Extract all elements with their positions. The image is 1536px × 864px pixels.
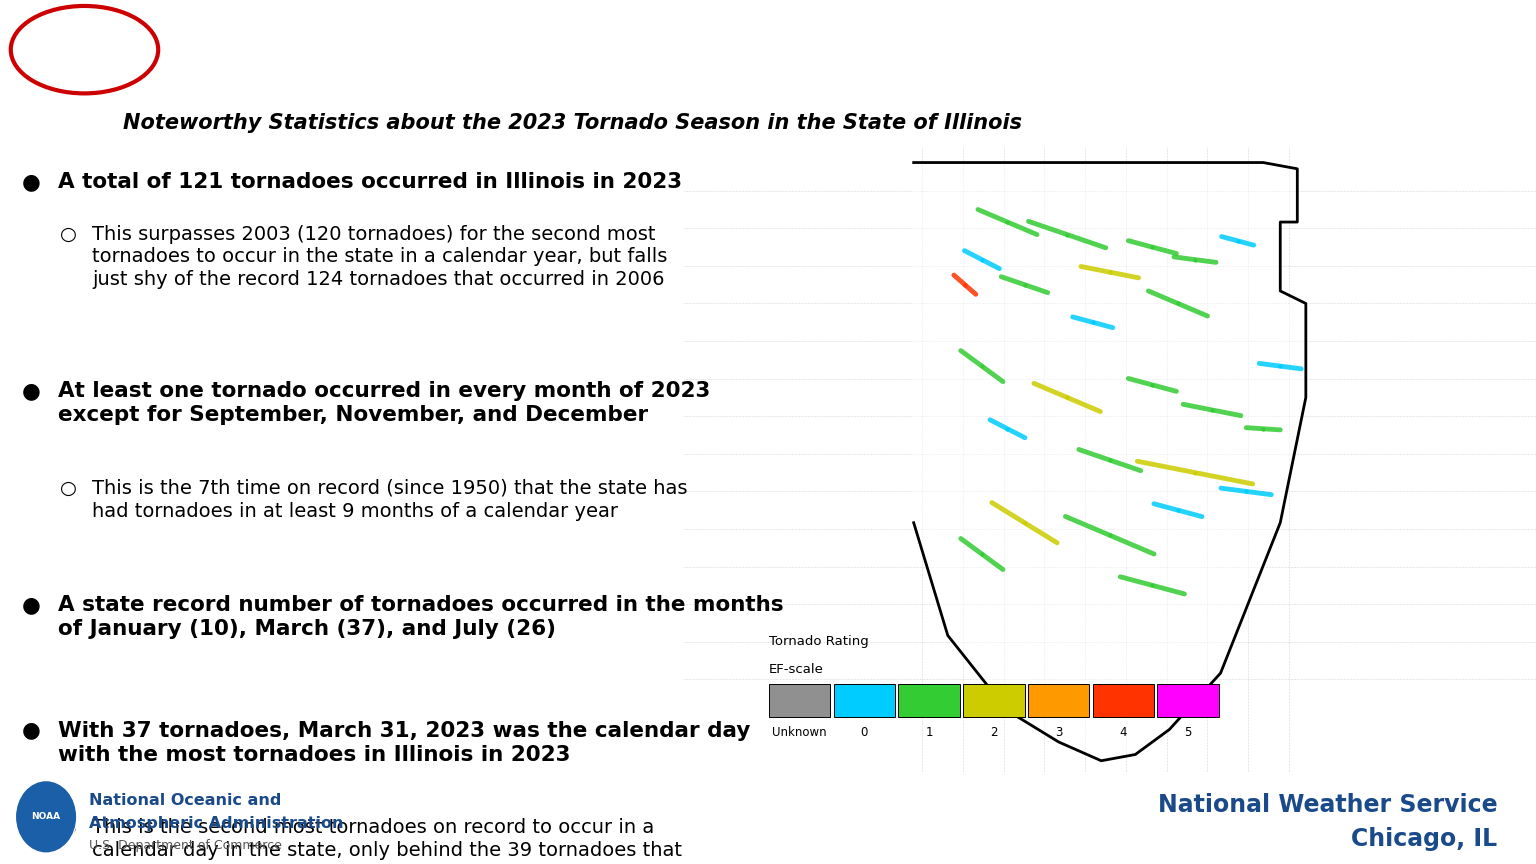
- Bar: [899, 684, 960, 717]
- Text: 2: 2: [991, 727, 997, 740]
- Text: U.S. Department of Commerce: U.S. Department of Commerce: [89, 839, 283, 853]
- Text: ○: ○: [60, 225, 77, 244]
- Polygon shape: [914, 162, 1306, 761]
- Text: This is the 7th time on record (since 1950) that the state has
had tornadoes in : This is the 7th time on record (since 19…: [92, 479, 688, 521]
- Text: This surpasses 2003 (120 tornadoes) for the second most
tornadoes to occur in th: This surpasses 2003 (120 tornadoes) for …: [92, 225, 668, 289]
- Text: 2023 Tornado Stats: 2023 Tornado Stats: [131, 13, 952, 86]
- Text: ●: ●: [22, 721, 40, 740]
- Text: National Weather Service: National Weather Service: [1158, 793, 1498, 817]
- Text: Tornado Rating: Tornado Rating: [768, 635, 868, 648]
- Text: ○: ○: [60, 479, 77, 498]
- Text: 1: 1: [925, 727, 932, 740]
- Bar: [1158, 684, 1220, 717]
- Text: Noteworthy Statistics about the 2023 Tornado Season in the State of Illinois: Noteworthy Statistics about the 2023 Tor…: [123, 113, 1021, 133]
- Text: EF-scale: EF-scale: [768, 664, 823, 677]
- Text: ○: ○: [60, 818, 77, 837]
- Text: This is the second most tornadoes on record to occur in a
calendar day in the st: This is the second most tornadoes on rec…: [92, 818, 682, 864]
- Text: Chicago, IL: Chicago, IL: [1352, 827, 1498, 850]
- Text: Atmospheric Administration: Atmospheric Administration: [89, 816, 344, 830]
- Text: With 37 tornadoes, March 31, 2023 was the calendar day
with the most tornadoes i: With 37 tornadoes, March 31, 2023 was th…: [58, 721, 751, 765]
- Text: 5: 5: [1184, 727, 1192, 740]
- Text: A total of 121 tornadoes occurred in Illinois in 2023: A total of 121 tornadoes occurred in Ill…: [58, 172, 682, 192]
- Bar: [768, 684, 829, 717]
- Text: At least one tornado occurred in every month of 2023
except for September, Novem: At least one tornado occurred in every m…: [58, 381, 711, 425]
- Text: National Oceanic and: National Oceanic and: [89, 793, 281, 808]
- Text: 4: 4: [1120, 727, 1127, 740]
- Text: NOAA: NOAA: [32, 812, 60, 822]
- Text: ●: ●: [22, 381, 40, 401]
- Text: Unknown: Unknown: [773, 727, 826, 740]
- Text: 0: 0: [860, 727, 868, 740]
- Text: A state record number of tornadoes occurred in the months
of January (10), March: A state record number of tornadoes occur…: [58, 594, 783, 638]
- Text: 3: 3: [1055, 727, 1063, 740]
- Text: ●: ●: [22, 172, 40, 192]
- Ellipse shape: [11, 6, 158, 93]
- Bar: [1092, 684, 1154, 717]
- Text: ●: ●: [22, 594, 40, 615]
- Bar: [834, 684, 895, 717]
- Bar: [963, 684, 1025, 717]
- Ellipse shape: [15, 780, 77, 853]
- Bar: [1028, 684, 1089, 717]
